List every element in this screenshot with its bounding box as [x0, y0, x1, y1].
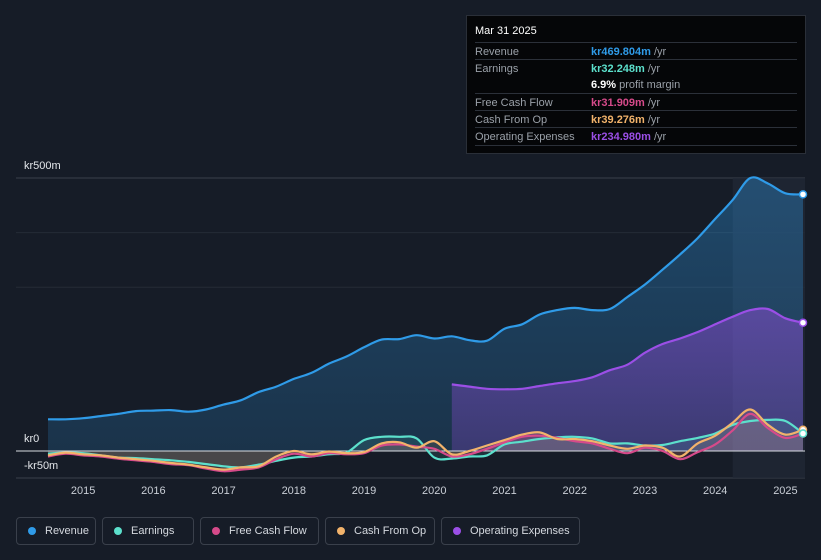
tooltip-label: Earnings — [475, 63, 519, 75]
legend-dot-icon — [212, 527, 220, 535]
earnings-end-marker — [798, 429, 808, 438]
tooltip-value: kr32.248m — [591, 63, 645, 75]
operating-expenses-line — [451, 307, 804, 391]
legend-item-free-cash-flow[interactable]: Free Cash Flow — [200, 517, 319, 545]
revenue-line — [47, 176, 804, 421]
legend-dot-icon — [114, 527, 122, 535]
tooltip-label: Cash From Op — [475, 114, 548, 126]
tooltip-value: kr234.980m — [591, 131, 651, 143]
y-axis-label-top: kr500m — [24, 160, 61, 172]
y-axis-label-zero: kr0 — [24, 433, 40, 445]
tooltip-row-free-cash-flow: Free Cash Flow kr31.909m/yr — [475, 93, 797, 111]
tooltip-row-earnings: Earnings kr32.248m/yr — [475, 59, 797, 77]
revenue-end-marker — [798, 190, 808, 199]
x-tick-label: 2015 — [70, 485, 96, 497]
tooltip-value: 6.9% — [591, 79, 617, 91]
legend-label: Free Cash Flow — [229, 525, 307, 537]
legend-label: Operating Expenses — [470, 525, 570, 537]
tooltip-label: Operating Expenses — [475, 131, 575, 143]
x-tick-label: 2016 — [141, 485, 166, 497]
x-tick-label: 2018 — [281, 485, 307, 497]
legend-dot-icon — [337, 527, 345, 535]
legend-item-operating-expenses[interactable]: Operating Expenses — [441, 517, 580, 545]
legend-item-earnings[interactable]: Earnings — [102, 517, 194, 545]
x-tick-label: 2019 — [351, 485, 377, 497]
x-tick-label: 2025 — [773, 485, 798, 497]
legend-label: Earnings — [131, 525, 175, 537]
tooltip-suffix: /yr — [647, 114, 661, 126]
x-tick-label: 2020 — [422, 485, 447, 497]
x-tick-label: 2024 — [702, 485, 728, 497]
y-axis-label-bottom: -kr50m — [24, 460, 59, 472]
tooltip-suffix: /yr — [653, 46, 667, 58]
tooltip-row-operating-expenses: Operating Expenses kr234.980m/yr — [475, 127, 797, 146]
legend-dot-icon — [453, 527, 461, 535]
tooltip-suffix: /yr — [653, 131, 667, 143]
cash-from-op-area — [48, 409, 803, 470]
tooltip-suffix: profit margin — [619, 79, 681, 91]
tooltip-label: Revenue — [475, 46, 520, 58]
legend-dot-icon — [28, 527, 36, 535]
cash-from-op-line — [47, 408, 804, 471]
tooltip-row-cash-from-op: Cash From Op kr39.276m/yr — [475, 110, 797, 128]
tooltip-row-revenue: Revenue kr469.804m/yr — [475, 42, 797, 60]
x-tick-label: 2023 — [632, 485, 658, 497]
tooltip-value: kr39.276m — [591, 114, 645, 126]
tooltip-row-profit-margin: 6.9% profit margin — [475, 76, 797, 93]
operating-expenses-end-marker — [798, 318, 808, 327]
tooltip-suffix: /yr — [647, 97, 661, 109]
operating-expenses-area — [451, 308, 803, 451]
legend-item-revenue[interactable]: Revenue — [16, 517, 96, 545]
tooltip-date: Mar 31 2025 — [475, 25, 537, 37]
tooltip-value: kr31.909m — [591, 97, 645, 109]
x-tick-label: 2017 — [211, 485, 236, 497]
x-tick-label: 2021 — [492, 485, 517, 497]
x-tick-label: 2022 — [562, 485, 587, 497]
legend-item-cash-from-op[interactable]: Cash From Op — [325, 517, 435, 545]
free-cash-flow-area — [48, 413, 803, 472]
tooltip-suffix: /yr — [647, 63, 661, 75]
legend-label: Cash From Op — [354, 525, 427, 537]
earnings-area — [48, 419, 803, 468]
tooltip-value: kr469.804m — [591, 46, 651, 58]
tooltip-label: Free Cash Flow — [475, 97, 553, 109]
tooltip: Mar 31 2025 Revenue kr469.804m/yr Earnin… — [466, 15, 806, 154]
legend-label: Revenue — [45, 525, 90, 537]
